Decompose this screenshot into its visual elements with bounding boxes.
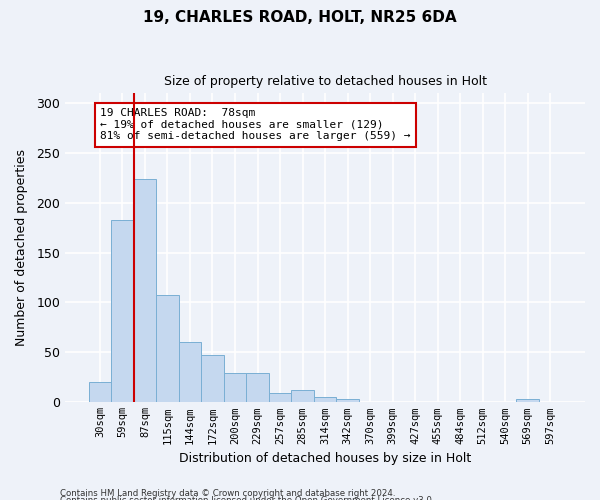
Y-axis label: Number of detached properties: Number of detached properties — [15, 149, 28, 346]
Bar — [111, 220, 134, 402]
Bar — [517, 399, 539, 402]
Text: Contains HM Land Registry data © Crown copyright and database right 2024.: Contains HM Land Registry data © Crown c… — [60, 488, 395, 498]
Bar — [201, 355, 224, 402]
Bar — [336, 399, 359, 402]
X-axis label: Distribution of detached houses by size in Holt: Distribution of detached houses by size … — [179, 452, 471, 465]
Bar — [179, 342, 201, 402]
Text: 19 CHARLES ROAD:  78sqm
← 19% of detached houses are smaller (129)
81% of semi-d: 19 CHARLES ROAD: 78sqm ← 19% of detached… — [100, 108, 411, 142]
Bar — [314, 397, 336, 402]
Text: 19, CHARLES ROAD, HOLT, NR25 6DA: 19, CHARLES ROAD, HOLT, NR25 6DA — [143, 10, 457, 25]
Title: Size of property relative to detached houses in Holt: Size of property relative to detached ho… — [164, 75, 487, 88]
Bar — [269, 393, 291, 402]
Bar — [224, 373, 246, 402]
Bar — [134, 179, 156, 402]
Bar — [156, 296, 179, 402]
Bar — [291, 390, 314, 402]
Text: Contains public sector information licensed under the Open Government Licence v3: Contains public sector information licen… — [60, 496, 434, 500]
Bar — [89, 382, 111, 402]
Bar — [246, 373, 269, 402]
